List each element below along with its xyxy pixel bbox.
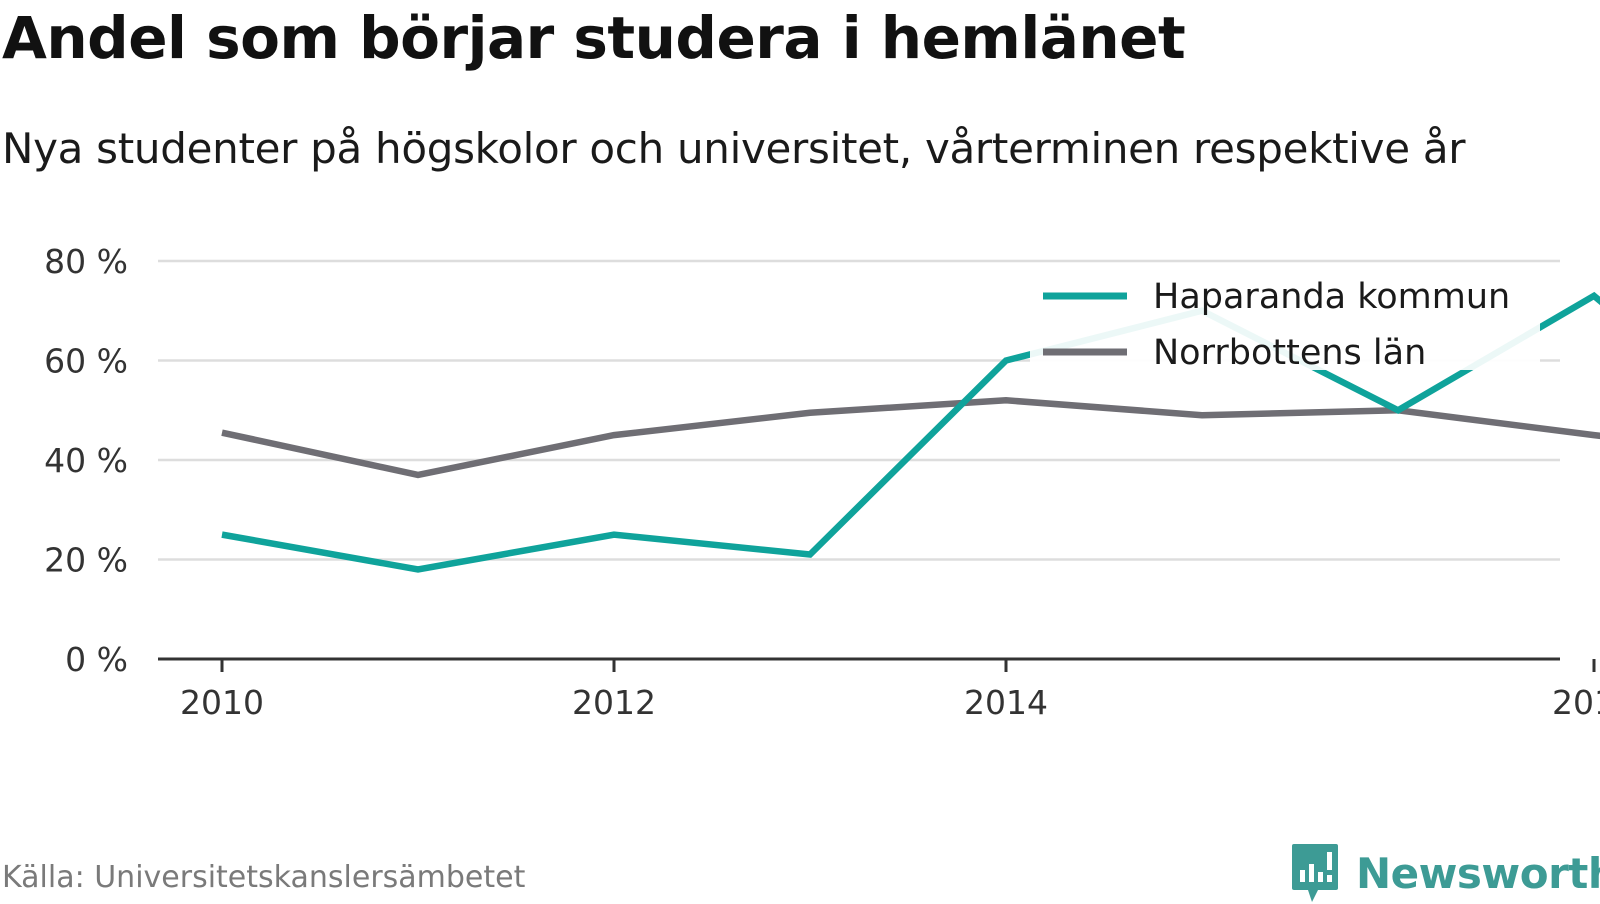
y-tick-label: 20 % xyxy=(44,541,128,580)
x-tick-label: 2014 xyxy=(964,683,1048,722)
y-tick-label: 80 % xyxy=(44,242,128,281)
legend-label: Norrbottens län xyxy=(1153,333,1426,373)
x-tick-label: 2017 xyxy=(1552,683,1600,722)
y-tick-label: 0 % xyxy=(65,640,128,679)
x-tick-label: 2012 xyxy=(572,683,656,722)
x-tick-label: 2010 xyxy=(180,683,264,722)
newsworthy-bar-chart-icon xyxy=(1290,842,1340,904)
source-note: Källa: Universitetskanslersämbetet xyxy=(2,860,525,895)
line-chart: 0 %20 %40 %60 %80 % 20102012201420172019… xyxy=(0,0,1600,820)
brand-logo: Newsworthy xyxy=(1290,842,1600,904)
y-tick-label: 60 % xyxy=(44,342,128,381)
legend-label: Haparanda kommun xyxy=(1153,277,1510,317)
y-tick-label: 40 % xyxy=(44,441,128,480)
brand-name: Newsworthy xyxy=(1356,849,1600,898)
y-axis-tick-labels: 0 % 20 % 40 % 60 % 80 % xyxy=(44,242,128,679)
x-axis-ticks: 2010201220142017201920212023 xyxy=(180,659,1600,722)
legend: Haparanda kommun Norrbottens län xyxy=(1030,268,1540,373)
